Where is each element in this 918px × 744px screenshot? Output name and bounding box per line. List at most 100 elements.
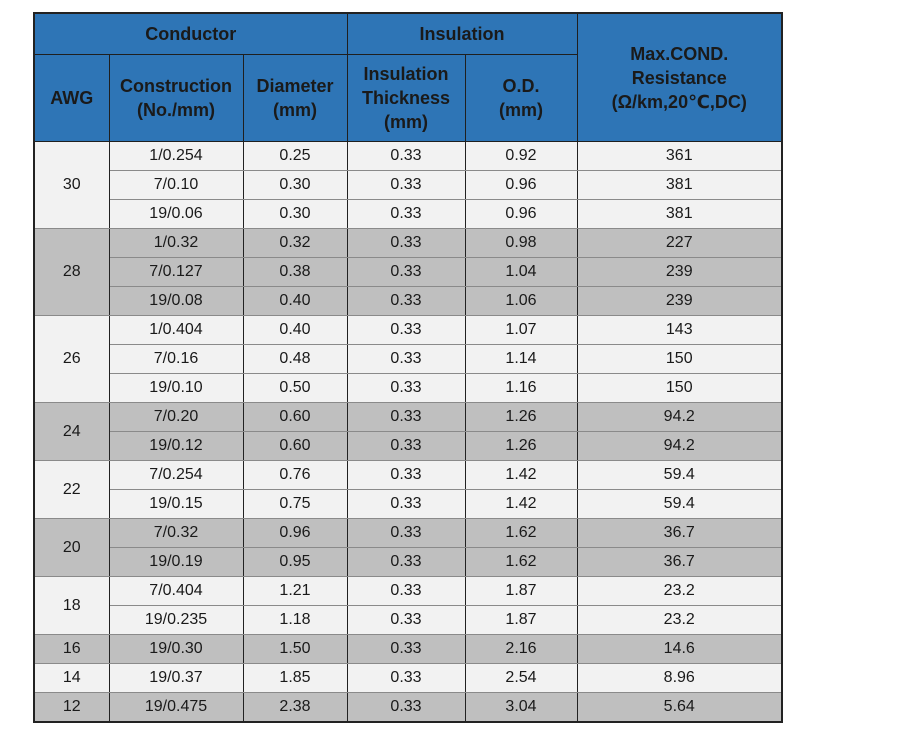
cell-construction: 7/0.404 [108,576,244,606]
table-row: 28 1/0.32 0.32 0.33 0.98 227 [33,228,783,316]
cell-construction: 1/0.254 [108,141,244,171]
cell-construction: 7/0.32 [108,518,244,548]
cell-construction: 19/0.12 [108,431,244,461]
cell-insulation-thickness: 0.33 [346,634,466,664]
cell-od: 0.96 [464,199,578,229]
table-row: 14 19/0.37 1.85 0.33 2.54 8.96 [33,663,783,693]
cell-max-resistance: 227 [576,228,783,258]
group-header-row: Conductor Insulation Max.COND. Resistanc… [33,12,783,142]
cell-insulation-thickness: 0.33 [346,547,466,577]
cell-awg: 16 [33,634,110,664]
cell-max-resistance: 5.64 [576,692,783,723]
cell-max-resistance: 143 [576,315,783,345]
cell-construction: 19/0.06 [108,199,244,229]
cell-awg: 20 [33,518,110,577]
cell-max-resistance: 59.4 [576,460,783,490]
cell-construction: 19/0.19 [108,547,244,577]
cell-awg: 22 [33,460,110,519]
cell-awg: 24 [33,402,110,461]
table-row: 7/0.16 0.48 0.33 1.14 150 [34,344,783,374]
table-row: 19/0.235 1.18 0.33 1.87 23.2 [34,605,783,635]
cell-construction: 19/0.30 [108,634,244,664]
cell-diameter: 0.40 [242,286,348,316]
cell-diameter: 0.38 [242,257,348,287]
table-row: 22 7/0.254 0.76 0.33 1.42 59.4 [33,460,783,519]
cell-od: 0.96 [464,170,578,200]
header-od: O.D. (mm) [464,54,578,142]
table-row: 24 7/0.20 0.60 0.33 1.26 94.2 [33,402,783,461]
cell-insulation-thickness: 0.33 [346,315,466,345]
cell-diameter: 0.60 [242,431,348,461]
table-row: 19/0.10 0.50 0.33 1.16 150 [34,373,783,403]
cell-insulation-thickness: 0.33 [346,402,466,432]
table-row: 16 19/0.30 1.50 0.33 2.16 14.6 [33,634,783,664]
cell-insulation-thickness: 0.33 [346,373,466,403]
table-row: 20 7/0.32 0.96 0.33 1.62 36.7 [33,518,783,577]
cell-construction: 1/0.404 [108,315,244,345]
cell-od: 3.04 [464,692,578,723]
cell-max-resistance: 59.4 [576,489,783,519]
cell-diameter: 0.75 [242,489,348,519]
cell-diameter: 1.50 [242,634,348,664]
cell-awg: 12 [33,692,110,723]
cell-max-resistance: 36.7 [576,518,783,548]
cell-diameter: 0.40 [242,315,348,345]
cell-od: 2.16 [464,634,578,664]
cell-construction: 19/0.235 [108,605,244,635]
table-row: 26 1/0.404 0.40 0.33 1.07 143 [33,315,783,403]
table-row: 30 1/0.254 0.25 0.33 0.92 361 [33,141,783,229]
cell-insulation-thickness: 0.33 [346,170,466,200]
cell-insulation-thickness: 0.33 [346,431,466,461]
cell-od: 1.16 [464,373,578,403]
cell-insulation-thickness: 0.33 [346,518,466,548]
table-row: 19/0.08 0.40 0.33 1.06 239 [34,286,783,316]
cell-max-resistance: 36.7 [576,547,783,577]
cell-construction: 7/0.127 [108,257,244,287]
cell-max-resistance: 94.2 [576,431,783,461]
cell-max-resistance: 239 [576,257,783,287]
header-conductor: Conductor [33,12,348,55]
cell-diameter: 0.96 [242,518,348,548]
cell-od: 1.04 [464,257,578,287]
cell-od: 1.87 [464,576,578,606]
cell-insulation-thickness: 0.33 [346,692,466,723]
cell-insulation-thickness: 0.33 [346,199,466,229]
table-row: 12 19/0.475 2.38 0.33 3.04 5.64 [33,692,783,723]
header-diameter: Diameter (mm) [242,54,348,142]
cell-insulation-thickness: 0.33 [346,663,466,693]
cell-od: 1.62 [464,518,578,548]
cell-insulation-thickness: 0.33 [346,576,466,606]
cell-od: 1.62 [464,547,578,577]
cell-diameter: 1.21 [242,576,348,606]
cell-max-resistance: 94.2 [576,402,783,432]
cell-diameter: 0.25 [242,141,348,171]
header-insulation-thickness: Insulation Thickness (mm) [346,54,466,142]
cell-max-resistance: 381 [576,199,783,229]
table-row: 19/0.19 0.95 0.33 1.62 36.7 [34,547,783,577]
cell-max-resistance: 14.6 [576,634,783,664]
cell-construction: 19/0.37 [108,663,244,693]
cell-insulation-thickness: 0.33 [346,257,466,287]
cell-awg: 26 [33,315,110,403]
cell-diameter: 1.85 [242,663,348,693]
cell-construction: 19/0.08 [108,286,244,316]
cell-insulation-thickness: 0.33 [346,286,466,316]
cell-insulation-thickness: 0.33 [346,460,466,490]
cell-construction: 7/0.20 [108,402,244,432]
cell-diameter: 2.38 [242,692,348,723]
header-awg: AWG [33,54,110,142]
cell-diameter: 0.48 [242,344,348,374]
cell-od: 1.87 [464,605,578,635]
wire-spec-table: Conductor Insulation Max.COND. Resistanc… [33,12,783,723]
table-row: 19/0.06 0.30 0.33 0.96 381 [34,199,783,229]
cell-max-resistance: 150 [576,373,783,403]
table-body: 30 1/0.254 0.25 0.33 0.92 361 7/0.10 0.30 0.33 0.… [33,141,783,723]
cell-od: 0.98 [464,228,578,258]
cell-construction: 1/0.32 [108,228,244,258]
header-construction: Construction (No./mm) [108,54,244,142]
cell-max-resistance: 8.96 [576,663,783,693]
table-row: 7/0.10 0.30 0.33 0.96 381 [34,170,783,200]
cell-od: 0.92 [464,141,578,171]
cell-construction: 7/0.16 [108,344,244,374]
cell-od: 1.42 [464,489,578,519]
